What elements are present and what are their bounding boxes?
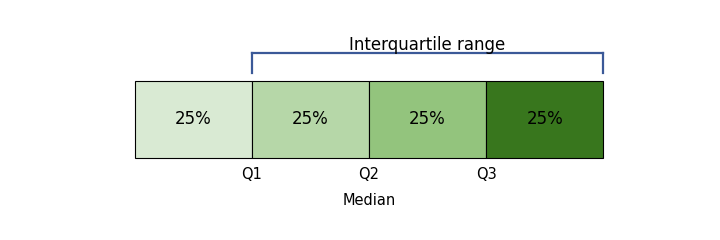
- Text: 25%: 25%: [292, 110, 329, 128]
- Text: 25%: 25%: [409, 110, 446, 128]
- FancyBboxPatch shape: [486, 81, 603, 158]
- FancyBboxPatch shape: [135, 81, 252, 158]
- Text: Interquartile range: Interquartile range: [349, 36, 505, 54]
- FancyBboxPatch shape: [252, 81, 369, 158]
- Text: 25%: 25%: [175, 110, 212, 128]
- Text: Q2: Q2: [359, 168, 379, 182]
- Text: 25%: 25%: [526, 110, 563, 128]
- FancyBboxPatch shape: [369, 81, 486, 158]
- Text: Median: Median: [343, 193, 395, 208]
- Text: Q3: Q3: [476, 168, 497, 182]
- Text: Q1: Q1: [241, 168, 262, 182]
